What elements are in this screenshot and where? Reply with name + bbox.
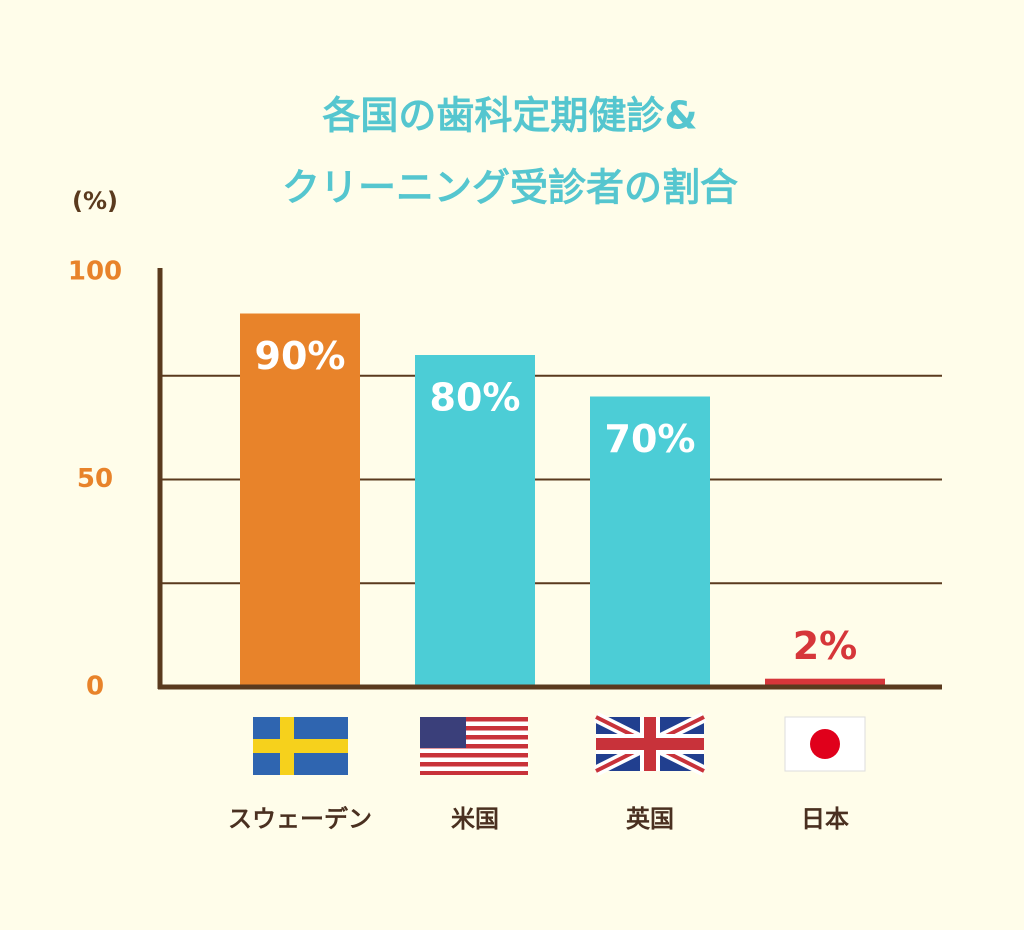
chart-title: クリーニング受診者の割合	[282, 166, 738, 210]
bar	[240, 313, 360, 687]
value-label: 90%	[255, 334, 346, 378]
bar	[415, 355, 535, 687]
flag-uk	[593, 712, 707, 776]
value-label: 2%	[793, 624, 858, 668]
flag-japan	[784, 716, 866, 772]
value-label: 70%	[605, 417, 696, 461]
value-label: 80%	[430, 376, 521, 420]
x-tick-label: 日本	[801, 805, 849, 833]
chart-title: 各国の歯科定期健診&	[322, 94, 697, 138]
y-tick-label: 50	[77, 464, 113, 494]
y-tick-label: 0	[86, 672, 104, 702]
bar	[590, 396, 710, 687]
x-tick-label: 米国	[451, 805, 499, 833]
y-axis-label: (%)	[72, 187, 118, 215]
x-tick-label: スウェーデン	[228, 805, 372, 833]
x-tick-label: 英国	[626, 805, 674, 833]
bar	[765, 678, 885, 687]
flag-sweden	[253, 717, 348, 775]
flag-usa	[420, 717, 528, 775]
y-tick-label: 100	[68, 257, 122, 287]
